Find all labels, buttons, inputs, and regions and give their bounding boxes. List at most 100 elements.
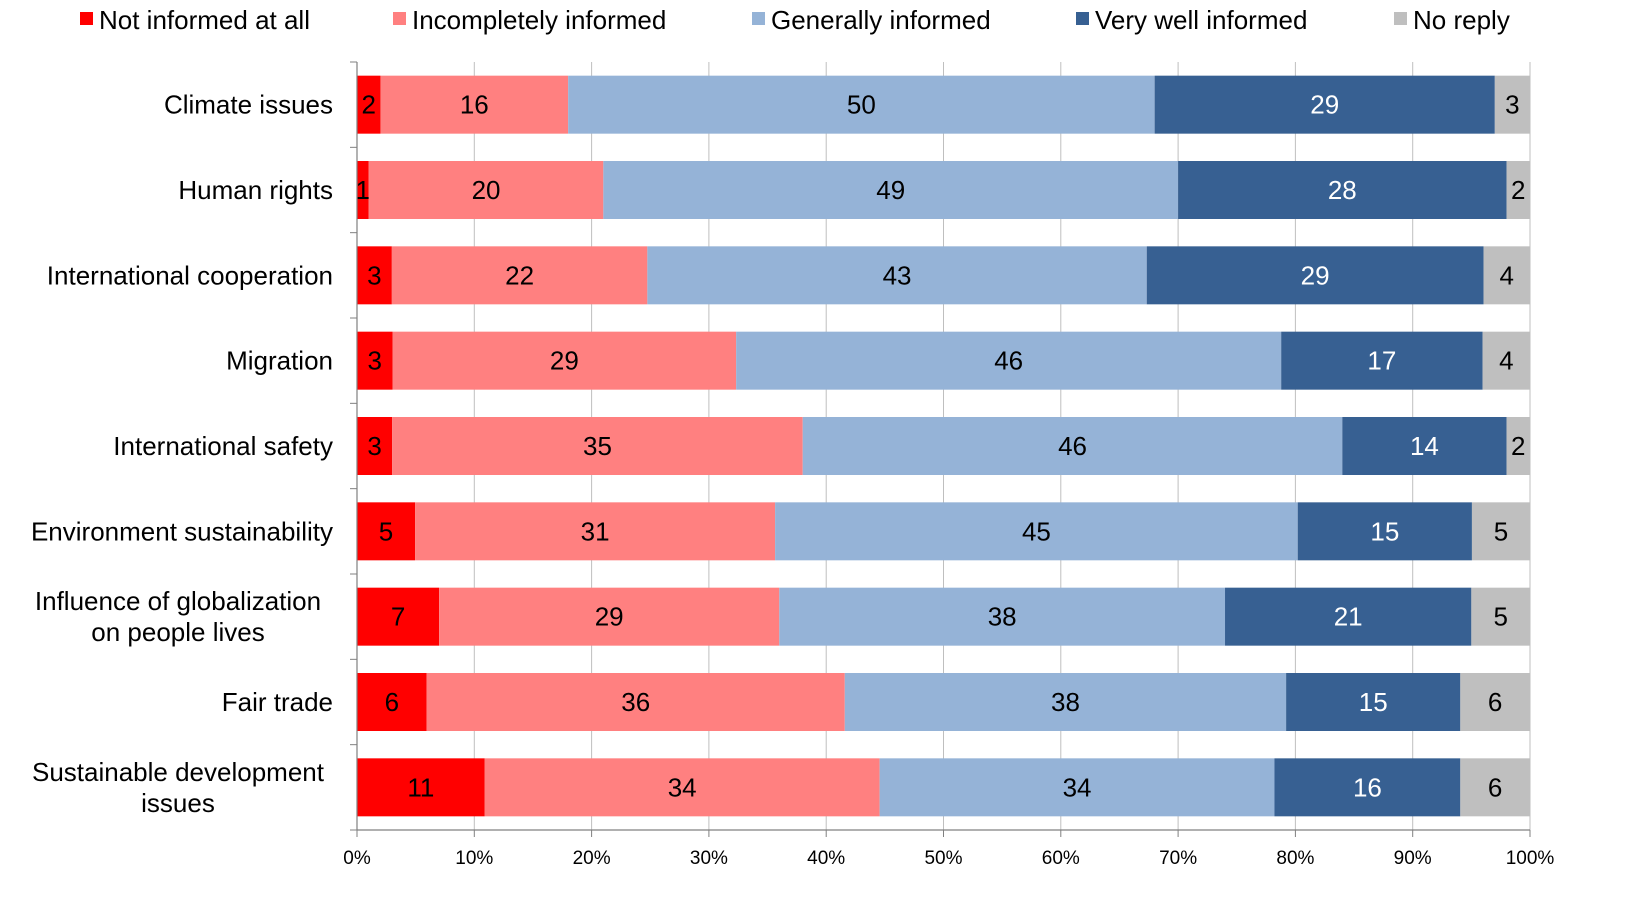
bar-climate-issues-incompletely-informed bbox=[380, 75, 569, 134]
bar-human-rights-not-informed-at-all bbox=[357, 161, 369, 219]
bar-international-cooperation-incompletely-informed bbox=[391, 246, 648, 305]
bar-international-cooperation-generally-informed bbox=[647, 246, 1147, 305]
data-label: 2 bbox=[361, 90, 375, 120]
bar-fair-trade-very-well-informed bbox=[1286, 673, 1461, 731]
bar-sustainable-development-issues-generally-informed bbox=[879, 758, 1275, 817]
data-label: 5 bbox=[1493, 602, 1507, 632]
bar-international-cooperation-not-informed-at-all bbox=[357, 246, 392, 305]
data-label: 15 bbox=[1359, 687, 1388, 717]
data-label: 4 bbox=[1500, 260, 1514, 290]
bar-climate-issues-very-well-informed bbox=[1154, 75, 1495, 134]
bar-migration-incompletely-informed bbox=[392, 331, 737, 390]
data-label: 14 bbox=[1410, 431, 1439, 461]
x-tick-label: 40% bbox=[807, 848, 845, 869]
bar-sustainable-development-issues-not-informed-at-all bbox=[357, 758, 485, 817]
data-label: 16 bbox=[1353, 772, 1382, 802]
data-label: 3 bbox=[367, 431, 381, 461]
x-tick-label: 90% bbox=[1394, 848, 1432, 869]
legend: Not informed at all Incompletely informed… bbox=[80, 5, 1510, 35]
bar-human-rights-generally-informed bbox=[603, 161, 1179, 219]
data-label: 38 bbox=[1051, 687, 1080, 717]
bar-environment-sustainability-very-well-informed bbox=[1297, 502, 1472, 561]
data-label: 31 bbox=[581, 516, 610, 546]
category-label: Environment sustainability bbox=[31, 516, 333, 546]
data-label: 3 bbox=[368, 346, 382, 376]
data-label: 6 bbox=[1488, 772, 1502, 802]
bar-international-safety-incompletely-informed bbox=[392, 417, 803, 475]
category-label: International safety bbox=[113, 431, 333, 461]
bar-international-safety-very-well-informed bbox=[1342, 417, 1507, 475]
data-label: 6 bbox=[385, 687, 399, 717]
legend-label: Incompletely informed bbox=[412, 5, 666, 35]
data-label: 20 bbox=[472, 175, 501, 205]
x-tick-label: 70% bbox=[1159, 848, 1197, 869]
bar-environment-sustainability-not-informed-at-all bbox=[357, 502, 416, 561]
x-tick-label: 30% bbox=[690, 848, 728, 869]
data-label: 21 bbox=[1334, 602, 1363, 632]
data-label: 15 bbox=[1370, 516, 1399, 546]
bar-fair-trade-not-informed-at-all bbox=[357, 673, 427, 731]
legend-label: Very well informed bbox=[1095, 5, 1307, 35]
data-label: 3 bbox=[1505, 90, 1519, 120]
data-label: 29 bbox=[595, 602, 624, 632]
legend-swatch-not-informed-at-all bbox=[80, 12, 93, 25]
bar-influence-of-globalization-on-people-lives-generally-informed bbox=[779, 587, 1226, 646]
category-label: Climate issues bbox=[164, 90, 333, 120]
bar-human-rights-no-reply bbox=[1506, 161, 1530, 219]
bar-migration-no-reply bbox=[1482, 331, 1530, 390]
category-labels: Climate issues Human rights International … bbox=[31, 90, 333, 818]
axes bbox=[350, 61, 1531, 837]
data-label: 29 bbox=[550, 346, 579, 376]
data-label: 45 bbox=[1022, 516, 1051, 546]
data-label: 29 bbox=[1310, 90, 1339, 120]
data-label: 29 bbox=[1301, 260, 1330, 290]
category-label: Human rights bbox=[178, 175, 333, 205]
category-label: Influence of globalization bbox=[35, 586, 321, 616]
data-label: 22 bbox=[505, 260, 534, 290]
data-label: 35 bbox=[583, 431, 612, 461]
bar-climate-issues-not-informed-at-all bbox=[357, 75, 381, 134]
category-label: Fair trade bbox=[222, 687, 333, 717]
bar-sustainable-development-issues-no-reply bbox=[1460, 758, 1530, 817]
category-label: Sustainable development bbox=[32, 757, 325, 787]
bar-migration-generally-informed bbox=[736, 331, 1282, 390]
legend-swatch-very-well-informed bbox=[1076, 12, 1089, 25]
category-label: International cooperation bbox=[47, 260, 333, 290]
data-label: 16 bbox=[460, 90, 489, 120]
data-label: 50 bbox=[847, 90, 876, 120]
data-label: 17 bbox=[1367, 346, 1396, 376]
x-tick-labels: 0% 10% 20% 30% 40% 50% 60% 70% 80% 90% 100% bbox=[343, 848, 1554, 869]
bar-international-safety-generally-informed bbox=[802, 417, 1343, 475]
bar-influence-of-globalization-on-people-lives-very-well-informed bbox=[1225, 587, 1472, 646]
x-tick-label: 0% bbox=[343, 848, 371, 869]
bar-migration-not-informed-at-all bbox=[357, 331, 393, 390]
bar-influence-of-globalization-on-people-lives-incompletely-informed bbox=[439, 587, 780, 646]
category-label: on people lives bbox=[91, 617, 264, 647]
bar-segments: 2 16 50 29 31 20 49 28 23 22 43 29 43 29 46 17 43 35 46 14 2… bbox=[356, 75, 1530, 817]
category-label: Migration bbox=[226, 346, 333, 376]
legend-label: Generally informed bbox=[771, 5, 991, 35]
data-label: 4 bbox=[1499, 346, 1513, 376]
data-label: 3 bbox=[367, 260, 381, 290]
legend-swatch-no-reply bbox=[1394, 12, 1407, 25]
bar-environment-sustainability-no-reply bbox=[1471, 502, 1530, 561]
bar-fair-trade-generally-informed bbox=[844, 673, 1287, 731]
data-label: 6 bbox=[1488, 687, 1502, 717]
data-label: 2 bbox=[1511, 175, 1525, 205]
data-label: 28 bbox=[1328, 175, 1357, 205]
x-tick-label: 20% bbox=[573, 848, 611, 869]
x-tick-label: 10% bbox=[455, 848, 493, 869]
legend-label: No reply bbox=[1413, 5, 1510, 35]
bar-international-cooperation-no-reply bbox=[1483, 246, 1530, 305]
x-tick-label: 50% bbox=[924, 848, 962, 869]
bar-environment-sustainability-generally-informed bbox=[775, 502, 1298, 561]
data-label: 34 bbox=[1063, 772, 1092, 802]
data-label: 1 bbox=[356, 175, 370, 205]
bar-sustainable-development-issues-very-well-informed bbox=[1274, 758, 1461, 817]
legend-label: Not informed at all bbox=[99, 5, 310, 35]
bar-climate-issues-no-reply bbox=[1494, 75, 1530, 134]
data-label: 11 bbox=[407, 772, 434, 802]
data-label: 46 bbox=[994, 346, 1023, 376]
